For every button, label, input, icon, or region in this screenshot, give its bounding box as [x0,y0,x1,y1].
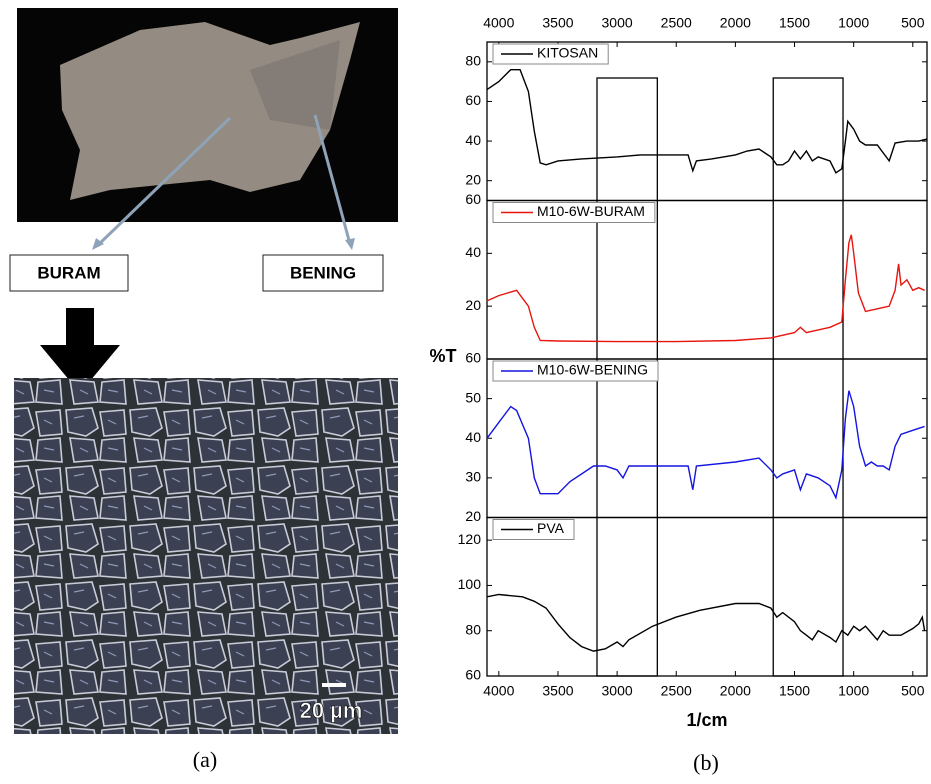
legend-label: M10-6W-BENING [537,362,648,378]
spectrum-line [487,391,925,498]
plot-frame [487,518,927,677]
scale-label: 20 µm [300,698,363,723]
y-axis-label: %T [430,346,457,366]
arrow-head [345,238,355,250]
x-tick-label: 1500 [779,683,810,699]
x-tick-label: 3000 [602,683,633,699]
photo-panel: BURAM BENING 20 µm (a) [10,8,398,772]
label: BENING [290,263,356,282]
legend-label: PVA [537,520,565,536]
x-tick-label: 1000 [838,683,869,699]
y-tick-label: 20 [465,508,481,524]
x-tick-label: 3000 [602,15,633,31]
plot-frame [487,201,927,360]
spectrum-line [487,595,925,652]
plot-frame [487,42,927,201]
y-tick-label: 50 [465,389,481,405]
x-tick-label: 1000 [838,15,869,31]
y-tick-label: 60 [465,667,481,683]
x-tick-label: 2000 [720,15,751,31]
y-tick-label: 60 [465,191,481,207]
x-tick-label: 4000 [483,15,514,31]
spectrum-line [487,70,927,173]
y-tick-label: 80 [465,53,481,69]
y-tick-label: 30 [465,469,481,485]
label: BURAM [37,263,100,282]
y-tick-label: 100 [458,576,482,592]
y-tick-label: 60 [465,92,481,108]
y-tick-label: 120 [458,531,482,547]
spectrum-line [487,235,925,342]
legend-label: KITOSAN [537,45,598,61]
y-tick-label: 40 [465,244,481,260]
highlight-region [773,78,843,676]
y-tick-label: 20 [465,297,481,313]
x-tick-label: 500 [901,15,925,31]
x-tick-label: 2500 [661,15,692,31]
legend-label: M10-6W-BURAM [537,203,645,219]
micrograph [14,378,398,734]
y-tick-label: 80 [465,621,481,637]
y-tick-label: 40 [465,132,481,148]
y-tick-label: 40 [465,429,481,445]
y-tick-label: 20 [465,171,481,187]
x-tick-label: 2500 [661,683,692,699]
x-tick-label: 4000 [483,683,514,699]
caption: (a) [193,747,217,772]
x-tick-label: 1500 [779,15,810,31]
x-tick-label: 2000 [720,683,751,699]
x-tick-label: 500 [901,683,925,699]
y-tick-label: 60 [465,350,481,366]
x-tick-label: 3500 [542,15,573,31]
caption: (b) [693,750,719,775]
x-axis-label: 1/cm [686,710,727,730]
figure: BURAM BENING 20 µm (a) (b) %T 20 40 60 80 40… [0,0,931,779]
x-tick-label: 3500 [542,683,573,699]
